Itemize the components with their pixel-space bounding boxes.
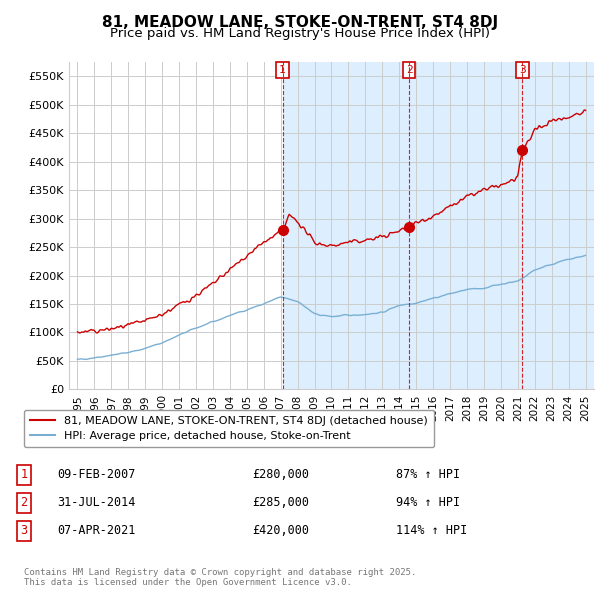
Text: 3: 3 bbox=[20, 525, 28, 537]
Text: 1: 1 bbox=[279, 65, 286, 75]
Bar bbox=[409, 62, 523, 389]
Text: 31-JUL-2014: 31-JUL-2014 bbox=[57, 496, 136, 509]
Text: 2: 2 bbox=[406, 65, 412, 75]
Text: 07-APR-2021: 07-APR-2021 bbox=[57, 525, 136, 537]
Text: 09-FEB-2007: 09-FEB-2007 bbox=[57, 468, 136, 481]
Text: 81, MEADOW LANE, STOKE-ON-TRENT, ST4 8DJ: 81, MEADOW LANE, STOKE-ON-TRENT, ST4 8DJ bbox=[102, 15, 498, 30]
Text: 87% ↑ HPI: 87% ↑ HPI bbox=[396, 468, 460, 481]
Text: 94% ↑ HPI: 94% ↑ HPI bbox=[396, 496, 460, 509]
Text: 114% ↑ HPI: 114% ↑ HPI bbox=[396, 525, 467, 537]
Bar bbox=[283, 62, 409, 389]
Text: Contains HM Land Registry data © Crown copyright and database right 2025.
This d: Contains HM Land Registry data © Crown c… bbox=[24, 568, 416, 587]
Text: £420,000: £420,000 bbox=[252, 525, 309, 537]
Legend: 81, MEADOW LANE, STOKE-ON-TRENT, ST4 8DJ (detached house), HPI: Average price, d: 81, MEADOW LANE, STOKE-ON-TRENT, ST4 8DJ… bbox=[23, 409, 434, 447]
Text: £280,000: £280,000 bbox=[252, 468, 309, 481]
Text: 1: 1 bbox=[20, 468, 28, 481]
Text: £285,000: £285,000 bbox=[252, 496, 309, 509]
Text: Price paid vs. HM Land Registry's House Price Index (HPI): Price paid vs. HM Land Registry's House … bbox=[110, 27, 490, 40]
Text: 3: 3 bbox=[519, 65, 526, 75]
Bar bbox=[523, 62, 594, 389]
Text: 2: 2 bbox=[20, 496, 28, 509]
